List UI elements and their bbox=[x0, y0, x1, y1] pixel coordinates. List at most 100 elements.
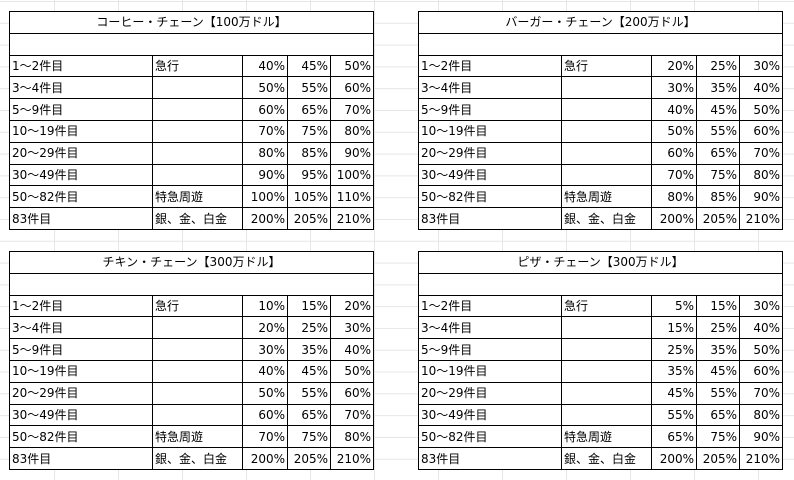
rate-cell-3[interactable]: 40% bbox=[330, 338, 374, 361]
note-cell[interactable]: 特急周遊 bbox=[561, 185, 652, 209]
rate-cell-2[interactable]: 85% bbox=[696, 185, 740, 209]
rate-cell-3[interactable]: 70% bbox=[739, 141, 783, 165]
range-cell[interactable]: 20～29件目 bbox=[9, 381, 153, 405]
rate-cell-3[interactable]: 50% bbox=[739, 338, 783, 361]
range-cell[interactable]: 5～9件目 bbox=[9, 98, 153, 121]
note-cell[interactable] bbox=[152, 338, 243, 361]
rate-cell-3[interactable]: 60% bbox=[739, 359, 783, 383]
rate-cell-3[interactable]: 60% bbox=[330, 381, 374, 405]
rate-cell-1[interactable]: 60% bbox=[651, 141, 697, 165]
rate-cell-1[interactable]: 70% bbox=[651, 163, 697, 187]
rate-cell-3[interactable]: 210% bbox=[330, 447, 374, 470]
rate-cell-1[interactable]: 200% bbox=[242, 207, 288, 230]
rate-cell-1[interactable]: 20% bbox=[651, 54, 697, 78]
range-cell[interactable]: 30～49件目 bbox=[9, 403, 153, 427]
rate-cell-1[interactable]: 80% bbox=[242, 141, 288, 165]
range-cell[interactable]: 1～2件目 bbox=[9, 294, 153, 318]
range-cell[interactable]: 20～29件目 bbox=[418, 381, 562, 405]
range-cell[interactable]: 1～2件目 bbox=[418, 294, 562, 318]
rate-cell-3[interactable]: 30% bbox=[739, 294, 783, 318]
rate-cell-2[interactable]: 55% bbox=[287, 76, 331, 100]
rate-cell-1[interactable]: 100% bbox=[242, 185, 288, 209]
note-cell[interactable] bbox=[561, 338, 652, 361]
rate-cell-1[interactable]: 60% bbox=[242, 403, 288, 427]
rate-cell-1[interactable]: 55% bbox=[651, 403, 697, 427]
note-cell[interactable] bbox=[561, 76, 652, 100]
range-cell[interactable]: 5～9件目 bbox=[9, 338, 153, 361]
note-cell[interactable] bbox=[561, 403, 652, 427]
rate-cell-2[interactable]: 65% bbox=[696, 403, 740, 427]
rate-cell-2[interactable]: 45% bbox=[696, 98, 740, 121]
rate-cell-2[interactable]: 25% bbox=[696, 54, 740, 78]
rate-cell-2[interactable]: 75% bbox=[696, 163, 740, 187]
rate-cell-2[interactable]: 45% bbox=[696, 359, 740, 383]
range-cell[interactable]: 20～29件目 bbox=[418, 141, 562, 165]
rate-cell-3[interactable]: 50% bbox=[330, 54, 374, 78]
range-cell[interactable]: 50～82件目 bbox=[418, 185, 562, 209]
rate-cell-2[interactable]: 55% bbox=[287, 381, 331, 405]
note-cell[interactable] bbox=[561, 98, 652, 121]
range-cell[interactable]: 30～49件目 bbox=[418, 403, 562, 427]
rate-cell-3[interactable]: 90% bbox=[739, 185, 783, 209]
rate-cell-2[interactable]: 65% bbox=[287, 403, 331, 427]
rate-cell-2[interactable]: 25% bbox=[287, 316, 331, 340]
note-cell[interactable] bbox=[561, 119, 652, 143]
rate-cell-1[interactable]: 40% bbox=[651, 98, 697, 121]
note-cell[interactable]: 急行 bbox=[152, 294, 243, 318]
rate-cell-2[interactable]: 35% bbox=[696, 76, 740, 100]
range-cell[interactable]: 83件目 bbox=[418, 447, 562, 470]
range-cell[interactable]: 1～2件目 bbox=[418, 54, 562, 78]
rate-cell-1[interactable]: 70% bbox=[242, 425, 288, 449]
rate-cell-2[interactable]: 105% bbox=[287, 185, 331, 209]
blank-cell[interactable] bbox=[418, 272, 783, 296]
rate-cell-3[interactable]: 50% bbox=[330, 359, 374, 383]
note-cell[interactable] bbox=[152, 359, 243, 383]
rate-cell-1[interactable]: 65% bbox=[651, 425, 697, 449]
rate-cell-3[interactable]: 70% bbox=[739, 381, 783, 405]
range-cell[interactable]: 3～4件目 bbox=[418, 316, 562, 340]
table-title[interactable]: バーガー・チェーン【200万ドル】 bbox=[418, 11, 783, 34]
note-cell[interactable]: 銀、金、白金 bbox=[152, 447, 243, 470]
rate-cell-1[interactable]: 50% bbox=[242, 381, 288, 405]
note-cell[interactable]: 特急周遊 bbox=[152, 185, 243, 209]
rate-cell-3[interactable]: 60% bbox=[739, 119, 783, 143]
rate-cell-1[interactable]: 40% bbox=[242, 359, 288, 383]
rate-cell-2[interactable]: 85% bbox=[287, 141, 331, 165]
rate-cell-3[interactable]: 30% bbox=[330, 316, 374, 340]
rate-cell-3[interactable]: 210% bbox=[330, 207, 374, 230]
note-cell[interactable]: 急行 bbox=[561, 294, 652, 318]
range-cell[interactable]: 10～19件目 bbox=[418, 119, 562, 143]
note-cell[interactable] bbox=[561, 381, 652, 405]
blank-cell[interactable] bbox=[9, 32, 374, 56]
note-cell[interactable]: 急行 bbox=[152, 54, 243, 78]
note-cell[interactable] bbox=[561, 163, 652, 187]
range-cell[interactable]: 30～49件目 bbox=[9, 163, 153, 187]
blank-cell[interactable] bbox=[9, 272, 374, 296]
rate-cell-1[interactable]: 200% bbox=[651, 207, 697, 230]
note-cell[interactable] bbox=[561, 359, 652, 383]
rate-cell-1[interactable]: 45% bbox=[651, 381, 697, 405]
rate-cell-3[interactable]: 40% bbox=[739, 316, 783, 340]
note-cell[interactable] bbox=[152, 163, 243, 187]
note-cell[interactable] bbox=[152, 119, 243, 143]
rate-cell-1[interactable]: 15% bbox=[651, 316, 697, 340]
note-cell[interactable] bbox=[152, 403, 243, 427]
range-cell[interactable]: 20～29件目 bbox=[9, 141, 153, 165]
rate-cell-3[interactable]: 80% bbox=[330, 119, 374, 143]
rate-cell-3[interactable]: 40% bbox=[739, 76, 783, 100]
range-cell[interactable]: 1～2件目 bbox=[9, 54, 153, 78]
rate-cell-2[interactable]: 65% bbox=[287, 98, 331, 121]
rate-cell-2[interactable]: 65% bbox=[696, 141, 740, 165]
range-cell[interactable]: 10～19件目 bbox=[9, 359, 153, 383]
range-cell[interactable]: 10～19件目 bbox=[9, 119, 153, 143]
rate-cell-2[interactable]: 75% bbox=[696, 425, 740, 449]
rate-cell-3[interactable]: 80% bbox=[330, 425, 374, 449]
note-cell[interactable]: 銀、金、白金 bbox=[152, 207, 243, 230]
rate-cell-2[interactable]: 95% bbox=[287, 163, 331, 187]
rate-cell-2[interactable]: 205% bbox=[696, 207, 740, 230]
note-cell[interactable] bbox=[152, 76, 243, 100]
rate-cell-2[interactable]: 205% bbox=[287, 207, 331, 230]
rate-cell-3[interactable]: 90% bbox=[330, 141, 374, 165]
rate-cell-3[interactable]: 100% bbox=[330, 163, 374, 187]
rate-cell-1[interactable]: 90% bbox=[242, 163, 288, 187]
